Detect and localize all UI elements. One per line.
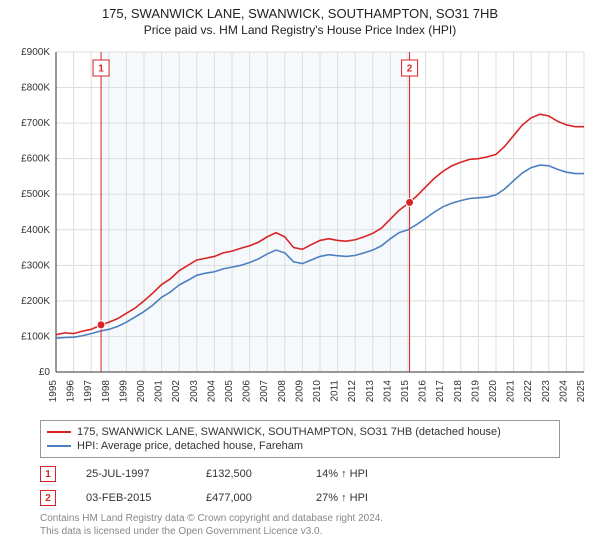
legend-row-hpi: HPI: Average price, detached house, Fare… <box>47 439 553 453</box>
svg-text:2021: 2021 <box>506 380 517 403</box>
svg-text:2024: 2024 <box>558 380 569 403</box>
sale-2-date: 03-FEB-2015 <box>86 492 176 504</box>
svg-text:2019: 2019 <box>470 380 481 403</box>
sale-1-price: £132,500 <box>206 468 286 480</box>
legend: 175, SWANWICK LANE, SWANWICK, SOUTHAMPTO… <box>40 420 560 458</box>
svg-text:1999: 1999 <box>118 380 129 403</box>
svg-text:2011: 2011 <box>330 380 341 402</box>
chart-title-address: 175, SWANWICK LANE, SWANWICK, SOUTHAMPTO… <box>0 0 600 21</box>
sale-1-date: 25-JUL-1997 <box>86 468 176 480</box>
svg-text:£500K: £500K <box>21 189 50 200</box>
sale-1-hpi: 14% ↑ HPI <box>316 468 406 480</box>
sale-row-2: 2 03-FEB-2015 £477,000 27% ↑ HPI <box>40 486 560 510</box>
chart-svg: £0 £100K £200K £300K £400K £500K £600K £700K £80… <box>10 42 590 412</box>
svg-text:1998: 1998 <box>101 380 112 403</box>
legend-label-hpi: HPI: Average price, detached house, Fare… <box>77 440 303 452</box>
svg-text:2014: 2014 <box>382 380 393 403</box>
sale-marker-1: 1 <box>40 466 56 482</box>
svg-text:2018: 2018 <box>453 380 464 403</box>
svg-text:2022: 2022 <box>523 380 534 403</box>
svg-text:2017: 2017 <box>435 380 446 403</box>
svg-text:2020: 2020 <box>488 380 499 403</box>
legend-swatch-property <box>47 431 71 433</box>
legend-swatch-hpi <box>47 445 71 447</box>
svg-text:1995: 1995 <box>48 380 59 403</box>
svg-text:£900K: £900K <box>21 47 50 58</box>
svg-text:£200K: £200K <box>21 296 50 307</box>
svg-text:1996: 1996 <box>66 380 77 403</box>
legend-row-property: 175, SWANWICK LANE, SWANWICK, SOUTHAMPTO… <box>47 425 553 439</box>
svg-text:2025: 2025 <box>576 380 587 403</box>
svg-text:2006: 2006 <box>242 380 253 403</box>
svg-text:1: 1 <box>98 64 104 75</box>
svg-text:£800K: £800K <box>21 83 50 94</box>
chart-title-subtitle: Price paid vs. HM Land Registry's House … <box>0 21 600 37</box>
svg-text:2009: 2009 <box>294 380 305 403</box>
chart-area: £0 £100K £200K £300K £400K £500K £600K £700K £80… <box>10 42 590 412</box>
svg-text:2015: 2015 <box>400 380 411 403</box>
svg-text:2007: 2007 <box>259 380 270 403</box>
sale-marker-2: 2 <box>40 490 56 506</box>
svg-text:2003: 2003 <box>189 380 200 403</box>
sale-marker-1-num: 1 <box>45 469 51 480</box>
svg-text:£400K: £400K <box>21 225 50 236</box>
sale-2-hpi: 27% ↑ HPI <box>316 492 406 504</box>
svg-text:2000: 2000 <box>136 380 147 403</box>
sale-marker-2-num: 2 <box>45 493 51 504</box>
svg-text:2001: 2001 <box>154 380 165 403</box>
svg-text:£300K: £300K <box>21 260 50 271</box>
svg-text:2008: 2008 <box>277 380 288 403</box>
svg-text:2010: 2010 <box>312 380 323 403</box>
svg-text:2023: 2023 <box>541 380 552 403</box>
legend-label-property: 175, SWANWICK LANE, SWANWICK, SOUTHAMPTO… <box>77 426 501 438</box>
sale-2-price: £477,000 <box>206 492 286 504</box>
svg-text:£0: £0 <box>39 367 51 378</box>
svg-text:1997: 1997 <box>83 380 94 403</box>
svg-text:2: 2 <box>407 64 413 75</box>
svg-text:2016: 2016 <box>418 380 429 403</box>
chart-container: 175, SWANWICK LANE, SWANWICK, SOUTHAMPTO… <box>0 0 600 560</box>
svg-text:2013: 2013 <box>365 380 376 403</box>
svg-text:2002: 2002 <box>171 380 182 403</box>
svg-text:2004: 2004 <box>206 380 217 403</box>
footer: Contains HM Land Registry data © Crown c… <box>40 512 383 538</box>
svg-text:£600K: £600K <box>21 154 50 165</box>
svg-text:£700K: £700K <box>21 118 50 129</box>
footer-line-1: Contains HM Land Registry data © Crown c… <box>40 512 383 525</box>
footer-line-2: This data is licensed under the Open Gov… <box>40 525 383 538</box>
svg-text:2012: 2012 <box>347 380 358 403</box>
svg-text:£100K: £100K <box>21 331 50 342</box>
sale-row-1: 1 25-JUL-1997 £132,500 14% ↑ HPI <box>40 462 560 486</box>
sales-table: 1 25-JUL-1997 £132,500 14% ↑ HPI 2 03-FE… <box>40 462 560 510</box>
svg-text:2005: 2005 <box>224 380 235 403</box>
